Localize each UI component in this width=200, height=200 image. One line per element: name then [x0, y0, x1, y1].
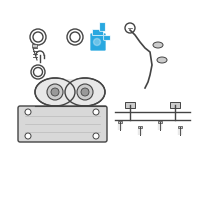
FancyBboxPatch shape [100, 23, 105, 31]
Bar [118, 121, 122, 123]
FancyBboxPatch shape [18, 106, 107, 142]
Bar [138, 126, 142, 128]
Circle shape [25, 109, 31, 115]
Circle shape [51, 88, 59, 96]
Bar [125, 102, 135, 108]
Circle shape [77, 84, 93, 100]
Bar [170, 102, 180, 108]
Bar [55, 79, 85, 105]
Bar [178, 126, 182, 128]
FancyBboxPatch shape [90, 33, 106, 51]
Circle shape [81, 88, 89, 96]
Bar [158, 121, 162, 123]
Circle shape [93, 133, 99, 139]
Circle shape [94, 38, 101, 46]
FancyBboxPatch shape [104, 36, 110, 40]
FancyBboxPatch shape [92, 29, 104, 36]
Ellipse shape [157, 57, 167, 63]
Ellipse shape [65, 78, 105, 106]
Circle shape [47, 84, 63, 100]
Bar [32, 44, 37, 47]
Ellipse shape [35, 78, 75, 106]
Circle shape [93, 109, 99, 115]
Ellipse shape [153, 42, 163, 48]
Circle shape [25, 133, 31, 139]
